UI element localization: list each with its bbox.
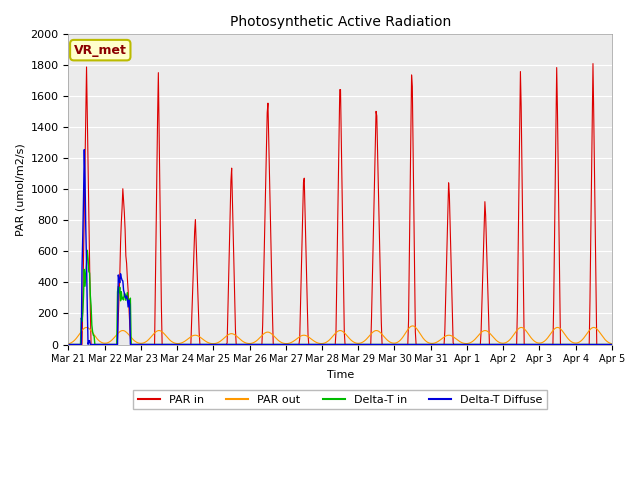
- Line: PAR out: PAR out: [68, 326, 612, 344]
- Delta-T in: [215, 342, 223, 348]
- PAR out: [65, 341, 72, 347]
- PAR in: [406, 195, 414, 201]
- PAR in: [608, 342, 616, 348]
- PAR in: [74, 342, 82, 348]
- Line: Delta-T in: Delta-T in: [68, 250, 612, 345]
- Delta-T in: [608, 342, 616, 348]
- Delta-T Diffuse: [65, 342, 72, 348]
- PAR in: [589, 60, 597, 66]
- Delta-T in: [186, 342, 194, 348]
- PAR out: [406, 324, 414, 330]
- Text: VR_met: VR_met: [74, 44, 127, 57]
- PAR in: [186, 342, 193, 348]
- Delta-T Diffuse: [215, 342, 223, 348]
- PAR in: [65, 342, 72, 348]
- Delta-T Diffuse: [186, 342, 194, 348]
- Delta-T Diffuse: [81, 147, 88, 153]
- PAR in: [131, 342, 138, 348]
- Delta-T Diffuse: [131, 342, 139, 348]
- Delta-T in: [83, 247, 91, 253]
- PAR out: [214, 340, 222, 346]
- Delta-T Diffuse: [74, 342, 82, 348]
- PAR out: [74, 333, 82, 338]
- Delta-T in: [407, 342, 415, 348]
- Y-axis label: PAR (umol/m2/s): PAR (umol/m2/s): [15, 143, 25, 236]
- Title: Photosynthetic Active Radiation: Photosynthetic Active Radiation: [230, 15, 451, 29]
- Line: PAR in: PAR in: [68, 63, 612, 345]
- PAR out: [131, 337, 138, 343]
- PAR out: [408, 323, 416, 329]
- PAR out: [423, 339, 431, 345]
- Delta-T in: [65, 342, 72, 348]
- Delta-T Diffuse: [608, 342, 616, 348]
- PAR out: [186, 335, 193, 341]
- Legend: PAR in, PAR out, Delta-T in, Delta-T Diffuse: PAR in, PAR out, Delta-T in, Delta-T Dif…: [133, 390, 547, 409]
- Delta-T Diffuse: [423, 342, 431, 348]
- Line: Delta-T Diffuse: Delta-T Diffuse: [68, 150, 612, 345]
- PAR in: [422, 342, 430, 348]
- X-axis label: Time: Time: [326, 370, 354, 380]
- Delta-T in: [74, 342, 82, 348]
- Delta-T in: [423, 342, 431, 348]
- PAR out: [608, 341, 616, 347]
- PAR in: [214, 342, 222, 348]
- Delta-T Diffuse: [407, 342, 415, 348]
- Delta-T in: [131, 342, 139, 348]
